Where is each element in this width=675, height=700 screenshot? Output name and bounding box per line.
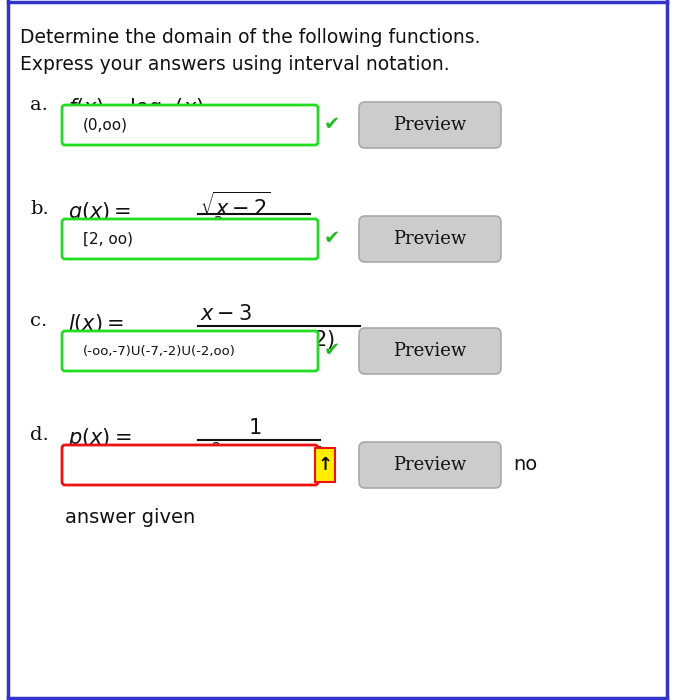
Text: Preview: Preview xyxy=(394,116,466,134)
Text: ✔: ✔ xyxy=(324,230,340,248)
FancyBboxPatch shape xyxy=(62,219,318,259)
Text: (-oo,-7)U(-7,-2)U(-2,oo): (-oo,-7)U(-7,-2)U(-2,oo) xyxy=(83,344,236,358)
Text: ↑: ↑ xyxy=(317,456,333,474)
Text: $\sqrt{x-2}$: $\sqrt{x-2}$ xyxy=(200,192,271,220)
Text: $x^2+6$: $x^2+6$ xyxy=(200,216,263,242)
FancyBboxPatch shape xyxy=(359,102,501,148)
FancyBboxPatch shape xyxy=(359,328,501,374)
Text: Express your answers using interval notation.: Express your answers using interval nota… xyxy=(20,55,450,74)
Text: ✔: ✔ xyxy=(324,342,340,360)
FancyBboxPatch shape xyxy=(62,445,318,485)
Text: $x - 3$: $x - 3$ xyxy=(200,304,252,324)
FancyBboxPatch shape xyxy=(62,331,318,371)
Text: $l(x) =$: $l(x) =$ xyxy=(68,312,124,335)
Bar xyxy=(315,448,335,482)
FancyBboxPatch shape xyxy=(359,216,501,262)
Text: b.: b. xyxy=(30,200,49,218)
Text: $x^2+9x+18$: $x^2+9x+18$ xyxy=(198,442,326,467)
Text: d.: d. xyxy=(30,426,49,444)
Text: $(x+7)(x+2)$: $(x+7)(x+2)$ xyxy=(200,328,335,351)
Text: answer given: answer given xyxy=(65,508,195,527)
Text: $1$: $1$ xyxy=(248,418,262,438)
Text: Preview: Preview xyxy=(394,456,466,474)
FancyBboxPatch shape xyxy=(62,105,318,145)
Text: a.: a. xyxy=(30,96,48,114)
Text: $f(x) = \log_6(x)$: $f(x) = \log_6(x)$ xyxy=(68,96,204,120)
Text: ✔: ✔ xyxy=(324,116,340,134)
FancyBboxPatch shape xyxy=(359,442,501,488)
Text: Preview: Preview xyxy=(394,342,466,360)
Text: no: no xyxy=(513,456,537,475)
Text: [2, oo): [2, oo) xyxy=(83,232,133,246)
Text: $g(x) =$: $g(x) =$ xyxy=(68,200,132,224)
Text: c.: c. xyxy=(30,312,47,330)
Text: Preview: Preview xyxy=(394,230,466,248)
Text: Determine the domain of the following functions.: Determine the domain of the following fu… xyxy=(20,28,481,47)
Text: (0,oo): (0,oo) xyxy=(83,118,128,132)
Text: $p(x) =$: $p(x) =$ xyxy=(68,426,132,450)
